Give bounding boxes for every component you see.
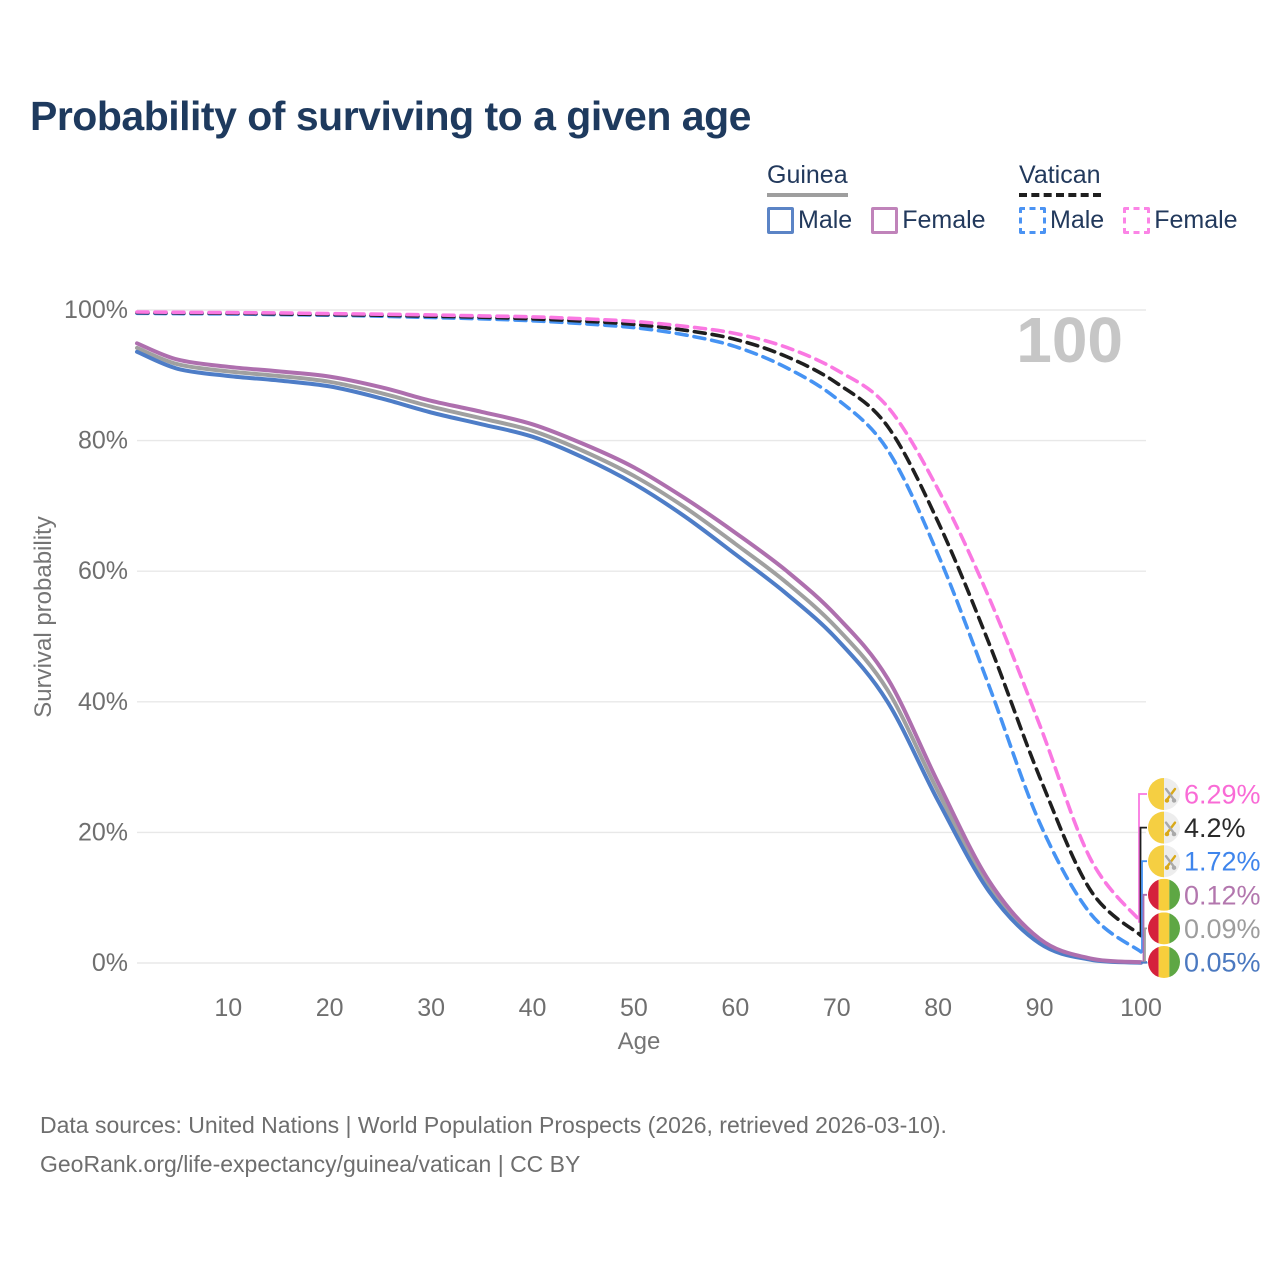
legend-label: Male xyxy=(798,206,853,234)
y-tick-label: 0% xyxy=(92,949,128,977)
legend-group-vatican: Vatican Male Female xyxy=(1019,161,1238,235)
flag-stripe-yellow xyxy=(1158,912,1170,945)
curve-guinea-female xyxy=(135,341,1143,965)
flag-stripe-yellow xyxy=(1158,878,1170,911)
y-tick-label: 20% xyxy=(78,818,128,846)
flag-key-bow xyxy=(1171,865,1177,870)
guinea-female-swatch xyxy=(871,207,899,234)
legend-header-guinea: Guinea xyxy=(767,161,848,197)
flag-stripe-red xyxy=(1148,912,1159,945)
legend-label: Male xyxy=(1050,206,1105,234)
x-tick-label: 80 xyxy=(924,994,952,1022)
legend-item-vatican-female[interactable]: Female xyxy=(1123,206,1238,235)
flag-field-yellow xyxy=(1148,811,1164,844)
legend-row-guinea: Male Female xyxy=(767,206,986,235)
flag-field-yellow xyxy=(1148,845,1164,878)
vatican-flag-icon xyxy=(1148,778,1180,810)
curve-vatican-total xyxy=(135,310,1143,938)
legend-label: Female xyxy=(902,206,986,234)
end-label-guinea-female: 0.12% xyxy=(1184,880,1261,910)
flag-key-bow xyxy=(1164,798,1170,803)
footer-attribution: GeoRank.org/life-expectancy/guinea/vatic… xyxy=(40,1151,581,1177)
x-tick-label: 30 xyxy=(417,994,445,1022)
flag-stripe-red xyxy=(1148,878,1159,911)
flag-stripe-green xyxy=(1169,878,1180,911)
x-axis-title: Age xyxy=(617,1028,661,1055)
legend-item-vatican-male[interactable]: Male xyxy=(1019,206,1104,235)
vatican-flag-icon xyxy=(1148,845,1180,878)
y-tick-label: 60% xyxy=(78,557,128,585)
flag-key-bow xyxy=(1164,865,1170,870)
vatican-male-swatch xyxy=(1019,207,1046,234)
flag-stripe-green xyxy=(1169,946,1180,978)
y-tick-label: 40% xyxy=(78,688,128,716)
leader-line-vatican-total xyxy=(1139,826,1147,937)
x-tick-label: 40 xyxy=(519,994,547,1022)
end-label-vatican-male: 1.72% xyxy=(1184,847,1261,877)
legend-group-guinea: Guinea Male Female xyxy=(767,161,986,235)
x-tick-label: 50 xyxy=(620,994,648,1022)
x-tick-label: 10 xyxy=(214,994,242,1022)
footer-data-sources: Data sources: United Nations | World Pop… xyxy=(40,1112,947,1138)
end-label-guinea-male: 0.05% xyxy=(1184,948,1261,978)
end-label-vatican-total: 4.2% xyxy=(1184,813,1246,843)
flag-key-bow xyxy=(1171,831,1177,837)
x-tick-label: 100 xyxy=(1120,994,1162,1022)
end-label-guinea-total: 0.09% xyxy=(1184,914,1261,944)
y-tick-label: 100% xyxy=(64,296,128,324)
flag-key-bow xyxy=(1164,831,1170,837)
leader-line-guinea-male xyxy=(1141,961,1148,964)
legend-item-guinea-female[interactable]: Female xyxy=(871,206,986,235)
legend-item-guinea-male[interactable]: Male xyxy=(767,206,852,235)
x-tick-label: 90 xyxy=(1026,994,1054,1022)
leader-line-vatican-male xyxy=(1141,860,1147,953)
x-tick-label: 20 xyxy=(316,994,344,1022)
guinea-flag-icon xyxy=(1148,878,1180,911)
curve-vatican-female xyxy=(135,310,1143,924)
page-title: Probability of surviving to a given age xyxy=(30,93,751,139)
footer: Data sources: United Nations | World Pop… xyxy=(40,1106,947,1184)
flag-key-bow xyxy=(1171,798,1177,803)
curve-vatican-male xyxy=(135,311,1143,954)
guinea-male-swatch xyxy=(767,207,794,234)
guinea-flag-icon xyxy=(1148,946,1180,978)
x-tick-label: 60 xyxy=(721,994,749,1022)
legend-label: Female xyxy=(1154,206,1238,234)
x-tick-label: 70 xyxy=(823,994,851,1022)
guinea-flag-icon xyxy=(1148,912,1180,945)
legend-row-vatican: Male Female xyxy=(1019,206,1238,235)
curve-guinea-male xyxy=(135,349,1143,965)
flag-stripe-yellow xyxy=(1158,946,1170,978)
curve-guinea-total xyxy=(135,345,1143,965)
end-label-vatican-female: 6.29% xyxy=(1184,780,1261,810)
legend-header-vatican: Vatican xyxy=(1019,161,1101,197)
y-tick-label: 80% xyxy=(78,427,128,455)
vatican-female-swatch xyxy=(1123,207,1151,234)
flag-stripe-red xyxy=(1148,946,1159,978)
age-hover-marker: 100 xyxy=(1016,304,1123,376)
flag-field-yellow xyxy=(1148,778,1164,810)
flag-stripe-green xyxy=(1169,912,1180,945)
vatican-flag-icon xyxy=(1148,811,1180,844)
